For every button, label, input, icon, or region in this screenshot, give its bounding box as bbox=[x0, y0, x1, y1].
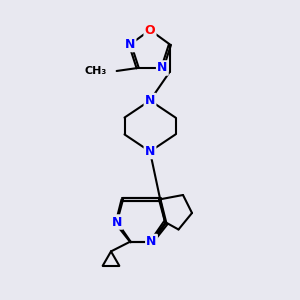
Text: N: N bbox=[125, 38, 135, 51]
Text: N: N bbox=[157, 61, 167, 74]
Text: CH₃: CH₃ bbox=[85, 66, 107, 76]
Text: N: N bbox=[146, 235, 157, 248]
Text: N: N bbox=[145, 94, 155, 107]
Text: N: N bbox=[145, 145, 155, 158]
Text: O: O bbox=[145, 23, 155, 37]
Text: N: N bbox=[112, 215, 122, 229]
